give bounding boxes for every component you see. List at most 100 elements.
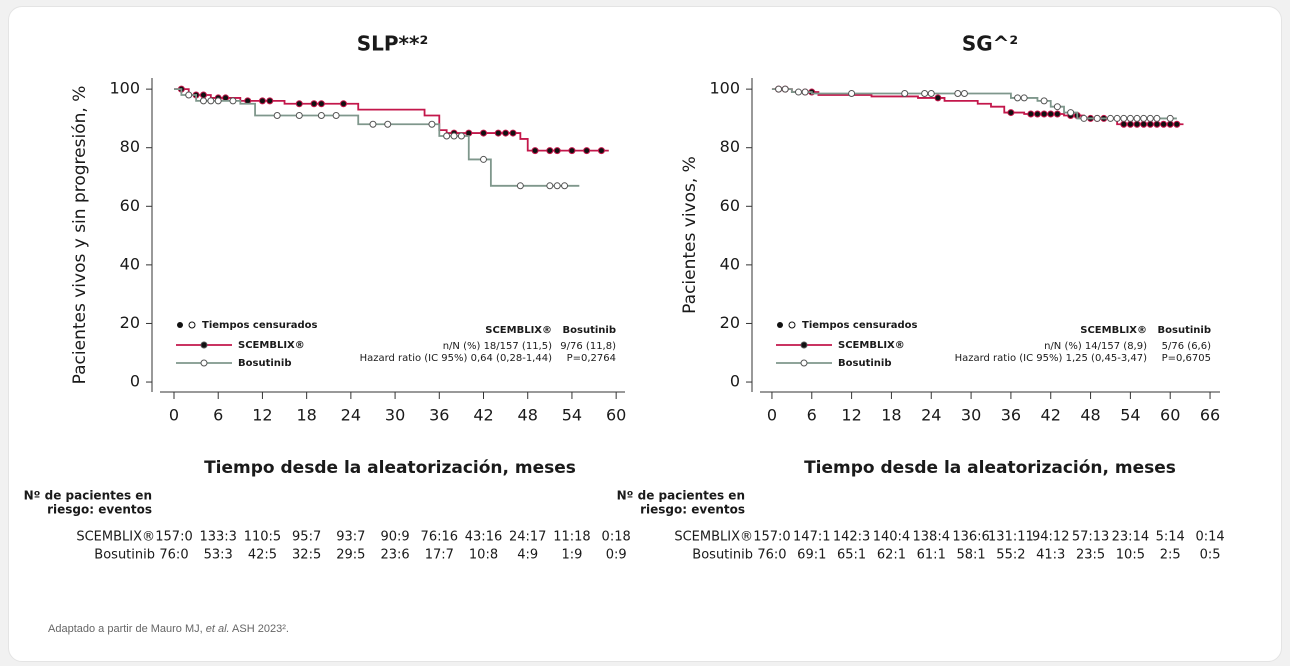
- x-tick-label: 0: [767, 406, 777, 425]
- censor-mark: [1126, 114, 1134, 122]
- censor-mark: [1133, 120, 1141, 128]
- censor-mark: [546, 147, 554, 155]
- stats-text: Hazard ratio (IC 95%) 1,25 (0,45-3,47): [955, 353, 1148, 364]
- risk-value: 90:9: [380, 530, 409, 545]
- censor-mark: [207, 97, 215, 105]
- risk-value: 62:1: [877, 548, 906, 563]
- censor-mark: [450, 132, 458, 140]
- censor-mark: [1033, 110, 1041, 118]
- survival-curve: [771, 88, 1177, 120]
- censor-mark: [1113, 114, 1121, 122]
- risk-value: 61:1: [917, 548, 946, 563]
- risk-value: 76:0: [757, 548, 786, 563]
- x-axis-label: Tiempo desde la aleatorización, meses: [204, 458, 576, 478]
- x-tick-label: 24: [341, 406, 361, 425]
- risk-value: 55:2: [996, 548, 1025, 563]
- censor-mark: [516, 182, 524, 190]
- censor-mark: [1140, 120, 1148, 128]
- censor-mark: [494, 129, 502, 137]
- risk-value: 76:16: [421, 530, 458, 545]
- risk-value: 136:6: [952, 530, 989, 545]
- risk-value: 138:4: [913, 530, 950, 545]
- risk-value: 2:5: [1160, 548, 1181, 563]
- censor-mark: [1146, 114, 1154, 122]
- stats-header: Bosutinib: [1158, 325, 1211, 336]
- risk-value: 140:4: [873, 530, 910, 545]
- censor-mark: [502, 129, 510, 137]
- legend-censor-dot: [777, 322, 783, 328]
- legend-label: Bosutinib: [838, 358, 891, 369]
- y-tick-label: 20: [720, 313, 740, 332]
- censor-mark: [546, 182, 554, 190]
- censor-mark: [1120, 120, 1128, 128]
- censor-mark: [1020, 94, 1028, 102]
- legend-censored: Tiempos censurados: [802, 320, 918, 331]
- censor-mark: [954, 90, 962, 98]
- legend-marker: [800, 359, 808, 367]
- x-tick-label: 48: [1080, 406, 1100, 425]
- legend-censor-dot: [177, 322, 183, 328]
- stats-text: 5/76 (6,6): [1162, 341, 1211, 352]
- y-tick-label: 60: [720, 196, 740, 215]
- censor-mark: [1093, 114, 1101, 122]
- censor-mark: [369, 120, 377, 128]
- x-tick-label: 30: [961, 406, 981, 425]
- censor-mark: [921, 90, 929, 98]
- risk-value: 10:5: [1116, 548, 1145, 563]
- censor-mark: [185, 91, 193, 99]
- legend-censored: Tiempos censurados: [202, 320, 318, 331]
- x-tick-label: 6: [807, 406, 817, 425]
- risk-value: 0:9: [606, 548, 627, 563]
- risk-value: 53:3: [204, 548, 233, 563]
- risk-value: 147:1: [793, 530, 830, 545]
- risk-value: 29:5: [336, 548, 365, 563]
- censor-mark: [1067, 109, 1075, 117]
- legend-label: SCEMBLIX®: [838, 340, 905, 351]
- chart-title: SG^²: [962, 32, 1018, 56]
- risk-value: 23:5: [1076, 548, 1105, 563]
- risk-title: riesgo: eventos: [640, 503, 745, 517]
- y-tick-label: 80: [720, 137, 740, 156]
- risk-value: 142:3: [833, 530, 870, 545]
- censor-mark: [775, 85, 783, 93]
- risk-value: 42:5: [248, 548, 277, 563]
- risk-value: 43:16: [465, 530, 502, 545]
- censor-mark: [1146, 120, 1154, 128]
- risk-value: 131:11: [988, 530, 1034, 545]
- censor-mark: [553, 182, 561, 190]
- risk-value: 4:9: [517, 548, 538, 563]
- stats-text: n/N (%) 14/157 (8,9): [1044, 341, 1147, 352]
- y-axis-label: Pacientes vivos, %: [680, 156, 700, 314]
- censor-mark: [295, 111, 303, 119]
- censor-mark: [317, 100, 325, 108]
- censor-mark: [339, 100, 347, 108]
- risk-value: 41:3: [1036, 548, 1065, 563]
- risk-value: 0:18: [602, 530, 631, 545]
- censor-mark: [443, 132, 451, 140]
- risk-value: 110:5: [244, 530, 281, 545]
- stats-text: n/N (%) 18/157 (11,5): [443, 341, 552, 352]
- censor-mark: [1106, 114, 1114, 122]
- x-tick-label: 24: [921, 406, 941, 425]
- censor-mark: [1080, 114, 1088, 122]
- censor-mark: [1140, 114, 1148, 122]
- legend-censor-open: [788, 321, 796, 329]
- censor-mark: [428, 120, 436, 128]
- risk-value: 94:12: [1032, 530, 1069, 545]
- censor-mark: [229, 97, 237, 105]
- censor-mark: [1053, 103, 1061, 111]
- censor-mark: [1126, 120, 1134, 128]
- censor-mark: [1027, 110, 1035, 118]
- x-tick-label: 42: [473, 406, 493, 425]
- y-tick-label: 100: [109, 79, 140, 98]
- legend-marker: [200, 359, 208, 367]
- censor-mark: [332, 111, 340, 119]
- censor-mark: [531, 147, 539, 155]
- risk-value: 5:14: [1156, 530, 1185, 545]
- censor-mark: [266, 97, 274, 105]
- x-tick-label: 18: [881, 406, 901, 425]
- x-tick-label: 36: [1001, 406, 1021, 425]
- risk-value: 95:7: [292, 530, 321, 545]
- risk-value: 65:1: [837, 548, 866, 563]
- stats-header: SCEMBLIX®: [485, 325, 552, 336]
